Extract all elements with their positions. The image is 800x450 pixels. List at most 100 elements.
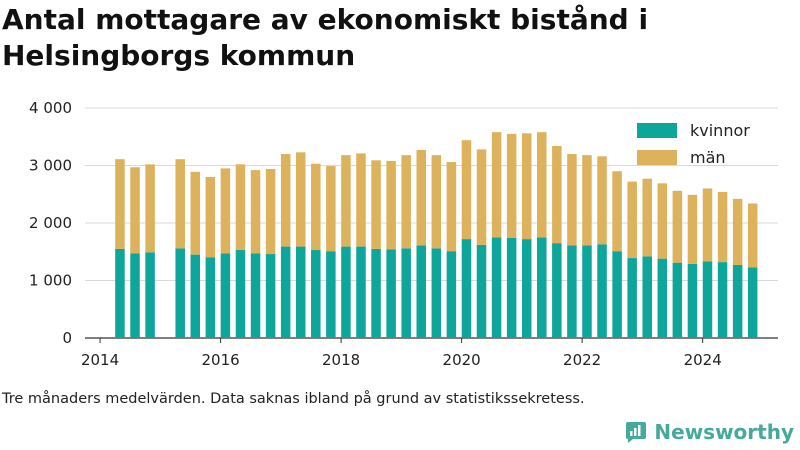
- bar-kvinnor: [431, 248, 442, 338]
- bar-man: [657, 183, 668, 259]
- bar-kvinnor: [702, 261, 713, 338]
- bar-kvinnor: [582, 245, 592, 338]
- brand-logo: Newsworthy: [624, 420, 794, 444]
- bar-man: [295, 152, 306, 247]
- bar-man: [476, 149, 487, 245]
- y-tick-label: 0: [62, 329, 72, 347]
- chart-title: Antal mottagare av ekonomiskt bistånd i …: [2, 3, 649, 72]
- bar-man: [567, 154, 577, 246]
- x-tick-label: 2024: [684, 351, 722, 369]
- bars: [115, 132, 758, 339]
- bar-man: [371, 160, 381, 249]
- y-tick-label: 1 000: [29, 272, 72, 290]
- bar-man: [250, 170, 261, 254]
- bar-kvinnor: [386, 249, 396, 338]
- chart-caption: Tre månaders medelvärden. Data saknas ib…: [2, 391, 585, 407]
- x-tick-label: 2016: [201, 351, 239, 369]
- x-tick-label: 2018: [322, 351, 360, 369]
- bar-man: [461, 140, 472, 240]
- bar-kvinnor: [747, 267, 758, 338]
- bar-kvinnor: [657, 258, 668, 338]
- bar-man: [687, 194, 698, 264]
- bar-kvinnor: [476, 244, 487, 338]
- bar-man: [747, 203, 758, 268]
- bar-kvinnor: [205, 257, 216, 338]
- newsworthy-logo-icon: [626, 422, 647, 443]
- bar-kvinnor: [416, 245, 427, 338]
- bar-kvinnor: [687, 263, 698, 338]
- legend-swatch-kvinnor: [637, 123, 677, 138]
- bar-man: [597, 156, 607, 245]
- bar-man: [732, 198, 743, 265]
- bar-man: [115, 159, 125, 249]
- bar-kvinnor: [506, 237, 517, 338]
- bar-man: [235, 164, 246, 251]
- bar-man: [145, 164, 155, 253]
- bar-man: [552, 145, 562, 244]
- bar-man: [537, 132, 547, 238]
- bar-man: [341, 155, 351, 247]
- x-tick-label: 2014: [81, 351, 119, 369]
- bar-kvinnor: [295, 246, 306, 338]
- bar-man: [672, 190, 683, 263]
- y-tick-label: 2 000: [29, 214, 72, 232]
- bar-kvinnor: [115, 248, 125, 339]
- legend: kvinnor män: [637, 121, 750, 167]
- bar-man: [220, 168, 231, 254]
- bar-kvinnor: [552, 243, 562, 339]
- bar-kvinnor: [130, 253, 140, 338]
- bar-kvinnor: [280, 246, 291, 338]
- bar-man: [446, 162, 457, 252]
- bar-kvinnor: [341, 246, 351, 338]
- bar-kvinnor: [627, 258, 637, 338]
- bar-kvinnor: [717, 262, 728, 338]
- y-axis: 0 1 000 2 000 3 000 4 000: [29, 99, 72, 347]
- x-tick-label: 2022: [563, 351, 601, 369]
- bar-man: [386, 160, 396, 250]
- bar-man: [311, 163, 321, 251]
- legend-label-man: män: [690, 148, 726, 167]
- bar-man: [130, 167, 140, 254]
- bar-man: [491, 132, 502, 238]
- bar-man: [280, 154, 291, 247]
- bar-kvinnor: [175, 248, 185, 338]
- bar-kvinnor: [401, 248, 411, 338]
- bar-kvinnor: [265, 254, 276, 338]
- bar-kvinnor: [250, 253, 261, 338]
- y-tick-label: 3 000: [29, 157, 72, 175]
- bar-man: [265, 168, 276, 255]
- bar-kvinnor: [521, 239, 532, 338]
- bar-man: [190, 171, 201, 255]
- bar-kvinnor: [235, 250, 246, 338]
- bar-kvinnor: [326, 251, 336, 338]
- legend-swatch-man: [637, 150, 677, 165]
- bar-kvinnor: [371, 248, 381, 339]
- bar-kvinnor: [732, 264, 743, 338]
- bar-kvinnor: [672, 262, 683, 338]
- bar-man: [642, 178, 652, 257]
- bar-kvinnor: [145, 252, 155, 338]
- y-tick-label: 4 000: [29, 99, 72, 117]
- bar-man: [356, 153, 366, 247]
- legend-label-kvinnor: kvinnor: [690, 121, 750, 140]
- bar-man: [205, 177, 216, 258]
- bar-kvinnor: [356, 246, 366, 338]
- bar-man: [416, 149, 427, 246]
- bar-kvinnor: [612, 251, 622, 338]
- bar-kvinnor: [446, 251, 457, 338]
- x-tick-label: 2020: [443, 351, 481, 369]
- bar-kvinnor: [220, 253, 231, 338]
- bar-kvinnor: [597, 244, 607, 338]
- bar-man: [326, 166, 336, 252]
- brand-name: Newsworthy: [654, 420, 794, 444]
- bar-man: [627, 181, 637, 259]
- bar-man: [175, 159, 185, 249]
- bar-man: [401, 155, 411, 249]
- bar-kvinnor: [537, 237, 547, 339]
- bar-kvinnor: [461, 239, 472, 338]
- bar-kvinnor: [491, 237, 502, 339]
- bar-man: [431, 155, 442, 249]
- bar-man: [582, 155, 592, 246]
- bar-kvinnor: [311, 250, 321, 338]
- x-axis: 2014 2016 2018 2020 2022 2024: [81, 338, 722, 369]
